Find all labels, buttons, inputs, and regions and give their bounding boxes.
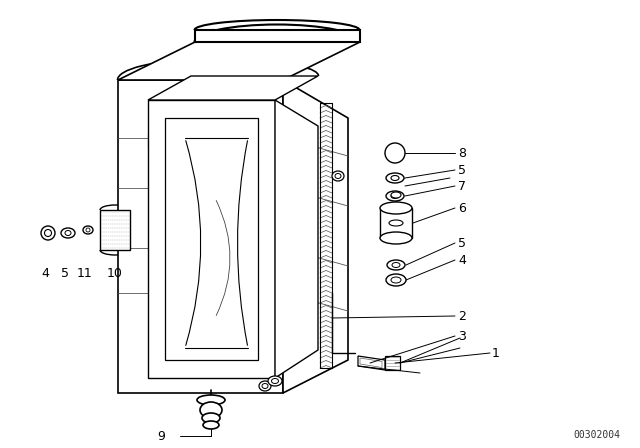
Ellipse shape: [386, 274, 406, 286]
Polygon shape: [165, 118, 258, 360]
Text: 5: 5: [61, 267, 69, 280]
Polygon shape: [275, 100, 318, 378]
Text: 5: 5: [458, 164, 466, 177]
Polygon shape: [118, 80, 283, 393]
Ellipse shape: [268, 376, 282, 386]
Text: 7: 7: [458, 180, 466, 193]
Polygon shape: [380, 208, 412, 238]
Ellipse shape: [200, 402, 222, 418]
Ellipse shape: [386, 191, 404, 201]
Polygon shape: [100, 210, 130, 250]
Text: 00302004: 00302004: [573, 430, 620, 440]
Text: 11: 11: [77, 267, 93, 280]
Ellipse shape: [391, 277, 401, 283]
Polygon shape: [118, 42, 360, 80]
Polygon shape: [385, 356, 400, 370]
Ellipse shape: [61, 228, 75, 238]
Ellipse shape: [262, 383, 268, 388]
Ellipse shape: [391, 176, 399, 181]
Ellipse shape: [197, 395, 225, 405]
Ellipse shape: [387, 260, 405, 270]
Ellipse shape: [41, 226, 55, 240]
Polygon shape: [283, 80, 348, 393]
Text: 4: 4: [41, 267, 49, 280]
Ellipse shape: [389, 220, 403, 226]
Ellipse shape: [335, 173, 341, 178]
Text: 4: 4: [458, 254, 466, 267]
Text: 8: 8: [458, 146, 466, 159]
Ellipse shape: [391, 192, 401, 198]
Text: 5: 5: [458, 237, 466, 250]
Text: 6: 6: [458, 202, 466, 215]
Ellipse shape: [86, 228, 90, 232]
Polygon shape: [148, 133, 160, 148]
Text: 3: 3: [458, 329, 466, 343]
Text: 2: 2: [458, 310, 466, 323]
Ellipse shape: [380, 232, 412, 244]
Ellipse shape: [332, 171, 344, 181]
Ellipse shape: [392, 263, 400, 267]
Ellipse shape: [203, 421, 219, 429]
Polygon shape: [360, 358, 382, 367]
Text: 9: 9: [157, 430, 165, 443]
Ellipse shape: [259, 381, 271, 391]
Polygon shape: [148, 76, 318, 100]
Ellipse shape: [271, 379, 278, 383]
Ellipse shape: [380, 202, 412, 214]
Polygon shape: [195, 30, 360, 42]
Polygon shape: [358, 356, 385, 370]
Polygon shape: [163, 133, 175, 148]
Ellipse shape: [391, 194, 399, 198]
Text: 10: 10: [107, 267, 123, 280]
Ellipse shape: [83, 226, 93, 234]
Ellipse shape: [386, 173, 404, 183]
Ellipse shape: [385, 143, 405, 163]
Ellipse shape: [65, 231, 71, 236]
Ellipse shape: [202, 413, 220, 423]
Text: 1: 1: [492, 346, 500, 359]
Ellipse shape: [45, 229, 51, 237]
Polygon shape: [148, 100, 275, 378]
